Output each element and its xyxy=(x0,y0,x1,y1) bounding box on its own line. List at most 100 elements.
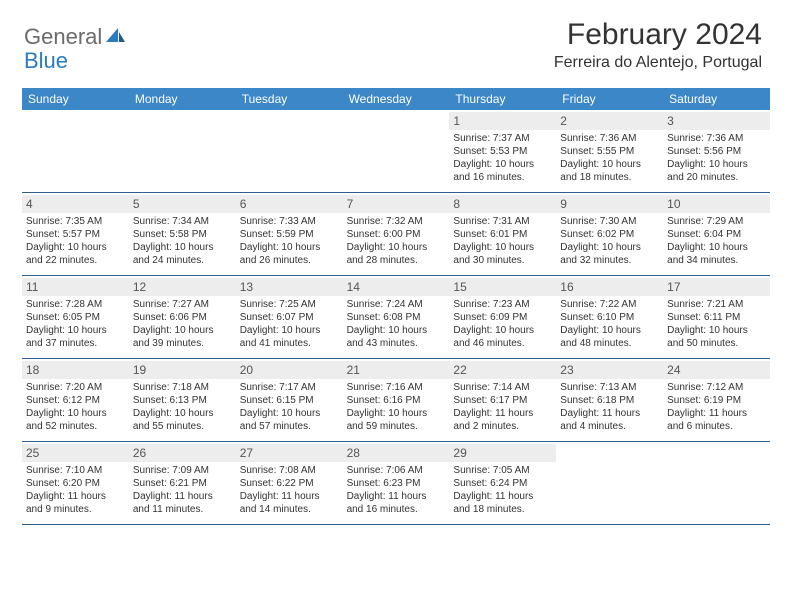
day-number: 5 xyxy=(129,195,236,213)
day-cell xyxy=(129,110,236,192)
day-cell: 25 Sunrise: 7:10 AMSunset: 6:20 PMDayligh… xyxy=(22,442,129,524)
day-info-line: Sunset: 6:22 PM xyxy=(240,477,339,490)
day-cell: 16Sunrise: 7:22 AMSunset: 6:10 PMDayligh… xyxy=(556,276,663,358)
dow-thu: Thursday xyxy=(449,88,556,110)
day-cell: 18Sunrise: 7:20 AMSunset: 6:12 PMDayligh… xyxy=(22,359,129,441)
day-info: Sunrise: 7:32 AMSunset: 6:00 PMDaylight:… xyxy=(347,215,446,267)
week-row: 25 Sunrise: 7:10 AMSunset: 6:20 PMDayligh… xyxy=(22,442,770,525)
day-info: Sunrise: 7:17 AMSunset: 6:15 PMDaylight:… xyxy=(240,381,339,433)
day-info-line: and 20 minutes. xyxy=(667,171,766,184)
day-info-line: Sunrise: 7:31 AM xyxy=(453,215,552,228)
day-cell: 12Sunrise: 7:27 AMSunset: 6:06 PMDayligh… xyxy=(129,276,236,358)
day-info: Sunrise: 7:23 AMSunset: 6:09 PMDaylight:… xyxy=(453,298,552,350)
day-info: Sunrise: 7:22 AMSunset: 6:10 PMDaylight:… xyxy=(560,298,659,350)
day-info: Sunrise: 7:21 AMSunset: 6:11 PMDaylight:… xyxy=(667,298,766,350)
day-info-line: Sunrise: 7:12 AM xyxy=(667,381,766,394)
day-cell: 15 Sunrise: 7:23 AMSunset: 6:09 PMDayligh… xyxy=(449,276,556,358)
day-cell: 5Sunrise: 7:34 AMSunset: 5:58 PMDaylight… xyxy=(129,193,236,275)
dow-sat: Saturday xyxy=(663,88,770,110)
day-cell: 26 Sunrise: 7:09 AMSunset: 6:21 PMDayligh… xyxy=(129,442,236,524)
day-info-line: Daylight: 10 hours xyxy=(347,407,446,420)
day-info-line: Daylight: 10 hours xyxy=(560,324,659,337)
day-info-line: Daylight: 10 hours xyxy=(133,407,232,420)
day-cell xyxy=(556,442,663,524)
day-info-line: Sunrise: 7:24 AM xyxy=(347,298,446,311)
month-title: February 2024 xyxy=(554,18,762,52)
day-info: Sunrise: 7:10 AMSunset: 6:20 PMDaylight:… xyxy=(26,464,125,516)
day-info-line: and 55 minutes. xyxy=(133,420,232,433)
day-info-line: Sunrise: 7:33 AM xyxy=(240,215,339,228)
day-cell: 2Sunrise: 7:36 AMSunset: 5:55 PMDaylight… xyxy=(556,110,663,192)
day-info: Sunrise: 7:13 AMSunset: 6:18 PMDaylight:… xyxy=(560,381,659,433)
day-info-line: and 43 minutes. xyxy=(347,337,446,350)
week-row: 1Sunrise: 7:37 AMSunset: 5:53 PMDaylight… xyxy=(22,110,770,193)
day-info-line: Sunrise: 7:13 AM xyxy=(560,381,659,394)
day-info-line: and 9 minutes. xyxy=(26,503,125,516)
day-info: Sunrise: 7:24 AMSunset: 6:08 PMDaylight:… xyxy=(347,298,446,350)
day-number: 4 xyxy=(22,195,129,213)
day-info-line: Daylight: 10 hours xyxy=(667,324,766,337)
day-number: 18 xyxy=(22,361,129,379)
day-info-line: and 18 minutes. xyxy=(560,171,659,184)
day-number: 26 xyxy=(129,444,236,462)
week-row: 4Sunrise: 7:35 AMSunset: 5:57 PMDaylight… xyxy=(22,193,770,276)
day-number: 7 xyxy=(343,195,450,213)
day-info-line: Daylight: 10 hours xyxy=(560,241,659,254)
day-info: Sunrise: 7:18 AMSunset: 6:13 PMDaylight:… xyxy=(133,381,232,433)
day-info-line: Daylight: 10 hours xyxy=(26,407,125,420)
day-info: Sunrise: 7:06 AMSunset: 6:23 PMDaylight:… xyxy=(347,464,446,516)
day-info-line: Daylight: 11 hours xyxy=(453,407,552,420)
day-info-line: Sunset: 5:53 PM xyxy=(453,145,552,158)
day-number: 23 xyxy=(556,361,663,379)
dow-row: Sunday Monday Tuesday Wednesday Thursday… xyxy=(22,88,770,110)
week-row: 11Sunrise: 7:28 AMSunset: 6:05 PMDayligh… xyxy=(22,276,770,359)
day-info-line: Sunrise: 7:21 AM xyxy=(667,298,766,311)
day-info-line: Daylight: 10 hours xyxy=(240,324,339,337)
day-info-line: and 46 minutes. xyxy=(453,337,552,350)
day-cell: 13Sunrise: 7:25 AMSunset: 6:07 PMDayligh… xyxy=(236,276,343,358)
day-info-line: Sunrise: 7:06 AM xyxy=(347,464,446,477)
day-info-line: and 24 minutes. xyxy=(133,254,232,267)
day-info-line: Daylight: 10 hours xyxy=(133,324,232,337)
day-cell: 19Sunrise: 7:18 AMSunset: 6:13 PMDayligh… xyxy=(129,359,236,441)
day-info-line: Sunset: 6:20 PM xyxy=(26,477,125,490)
dow-mon: Monday xyxy=(129,88,236,110)
day-info-line: Sunrise: 7:34 AM xyxy=(133,215,232,228)
day-info-line: Sunset: 6:16 PM xyxy=(347,394,446,407)
day-info-line: Daylight: 11 hours xyxy=(667,407,766,420)
day-info-line: and 34 minutes. xyxy=(667,254,766,267)
day-number: 24 xyxy=(663,361,770,379)
day-info: Sunrise: 7:12 AMSunset: 6:19 PMDaylight:… xyxy=(667,381,766,433)
header: General February 2024 Ferreira do Alente… xyxy=(0,0,792,80)
day-info-line: Sunset: 5:58 PM xyxy=(133,228,232,241)
dow-wed: Wednesday xyxy=(343,88,450,110)
day-info-line: Sunset: 6:06 PM xyxy=(133,311,232,324)
day-info-line: Daylight: 10 hours xyxy=(26,324,125,337)
day-info-line: Daylight: 11 hours xyxy=(453,490,552,503)
day-cell: 22Sunrise: 7:14 AMSunset: 6:17 PMDayligh… xyxy=(449,359,556,441)
day-info-line: Daylight: 11 hours xyxy=(133,490,232,503)
day-number: 14 xyxy=(343,278,450,296)
day-cell xyxy=(343,110,450,192)
day-info: Sunrise: 7:36 AMSunset: 5:55 PMDaylight:… xyxy=(560,132,659,184)
day-info-line: Sunset: 6:11 PM xyxy=(667,311,766,324)
day-info-line: Sunset: 6:09 PM xyxy=(453,311,552,324)
day-info-line: and 57 minutes. xyxy=(240,420,339,433)
day-info-line: Daylight: 11 hours xyxy=(347,490,446,503)
day-info-line: and 48 minutes. xyxy=(560,337,659,350)
day-info-line: Sunset: 6:24 PM xyxy=(453,477,552,490)
day-number: 10 xyxy=(663,195,770,213)
day-info-line: Sunset: 5:55 PM xyxy=(560,145,659,158)
day-number: 21 xyxy=(343,361,450,379)
day-info: Sunrise: 7:09 AMSunset: 6:21 PMDaylight:… xyxy=(133,464,232,516)
day-info-line: Sunset: 5:56 PM xyxy=(667,145,766,158)
day-info: Sunrise: 7:25 AMSunset: 6:07 PMDaylight:… xyxy=(240,298,339,350)
calendar: Sunday Monday Tuesday Wednesday Thursday… xyxy=(22,88,770,525)
day-info-line: Daylight: 10 hours xyxy=(240,241,339,254)
dow-sun: Sunday xyxy=(22,88,129,110)
day-info-line: Sunrise: 7:36 AM xyxy=(560,132,659,145)
day-number: 25 xyxy=(22,444,129,462)
day-info-line: and 4 minutes. xyxy=(560,420,659,433)
day-info-line: Sunrise: 7:29 AM xyxy=(667,215,766,228)
day-number: 15 xyxy=(449,278,556,296)
